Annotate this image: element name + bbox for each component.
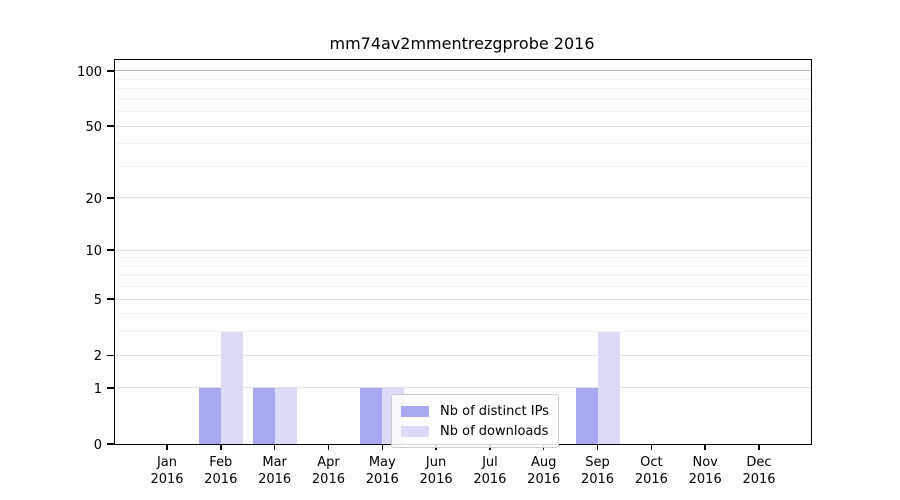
gridline-major-5 [115, 298, 811, 300]
legend-entry-downloads: Nb of downloads [401, 421, 549, 441]
x-tick-label-1: Feb 2016 [204, 455, 238, 487]
legend-label-distinct-ips: Nb of distinct IPs [440, 403, 549, 419]
x-tick-label-3: Apr 2016 [311, 455, 345, 487]
y-tick-label-20: 20 [85, 191, 102, 207]
plot-area: 0 1 2 5 10 20 50 100 Jan 2016 Feb 2016 Mar 2016 Ap… [77, 59, 812, 487]
x-tick-4 [381, 445, 383, 450]
legend: Nb of distinct IPs Nb of downloads [391, 394, 559, 448]
x-tick-label-9: Oct 2016 [634, 455, 668, 487]
x-tick-label-0: Jan 2016 [150, 455, 184, 487]
x-tick-8 [596, 445, 599, 450]
x-tick-9 [650, 445, 653, 450]
gridline-minor-40 [115, 143, 811, 145]
x-tick-label-8: Sep 2016 [580, 455, 615, 487]
gridline-minor-4 [115, 313, 811, 315]
y-tick-2 [107, 354, 114, 356]
x-tick-3 [327, 445, 330, 450]
gridline-minor-7 [115, 275, 811, 277]
y-tick-label-1: 1 [93, 381, 102, 397]
gridline-major-1 [115, 387, 811, 389]
x-tick-label-10: Nov 2016 [688, 455, 722, 487]
bar-ips-feb [198, 387, 221, 444]
chart-title: mm74av2mmentrezgprobe 2016 [329, 34, 595, 53]
y-tick-label-5: 5 [93, 293, 102, 309]
gridline-major-50 [115, 125, 811, 127]
gridline-minor-70 [115, 98, 811, 100]
y-tick-50 [107, 125, 114, 127]
y-tick-10 [107, 249, 114, 251]
gridline-minor-3 [115, 331, 811, 333]
gridline-major-100 [115, 70, 811, 72]
legend-swatch-downloads [401, 425, 429, 437]
x-tick-11 [758, 445, 760, 450]
x-tick-label-7: Aug 2016 [527, 455, 561, 487]
legend-entry-distinct-ips: Nb of distinct IPs [401, 401, 549, 421]
gridline-minor-90 [115, 78, 811, 80]
bar-ips-sep [575, 387, 598, 444]
gridline-minor-80 [115, 88, 811, 90]
gridline-major-20 [115, 197, 811, 199]
y-tick-label-100: 100 [77, 64, 102, 80]
x-tick-1 [220, 445, 222, 450]
x-tick-label-4: May 2016 [365, 455, 399, 487]
y-tick-5 [107, 298, 114, 300]
bar-downloads-mar [274, 387, 297, 444]
gridline-minor-9 [115, 257, 811, 259]
gridline-major-10 [115, 249, 811, 251]
x-tick-label-11: Dec 2016 [742, 455, 776, 487]
bar-downloads-sep [597, 331, 620, 444]
legend-swatch-distinct-ips [401, 405, 429, 417]
x-tick-label-5: Jun 2016 [419, 455, 453, 487]
x-tick-label-2: Mar 2016 [258, 455, 292, 487]
gridline-minor-30 [115, 165, 811, 167]
bar-ips-mar [252, 387, 275, 444]
y-tick-label-0: 0 [93, 438, 102, 453]
gridline-minor-6 [115, 286, 811, 288]
gridline-minor-8 [115, 265, 811, 267]
y-tick-0 [107, 443, 114, 445]
y-tick-label-50: 50 [85, 120, 102, 136]
y-tick-20 [107, 197, 114, 199]
x-tick-0 [166, 445, 168, 450]
y-tick-label-10: 10 [85, 244, 102, 260]
x-tick-10 [704, 445, 706, 450]
bar-downloads-feb [220, 331, 243, 444]
y-tick-label-2: 2 [93, 349, 102, 365]
y-tick-1 [107, 387, 114, 389]
gridline-minor-60 [115, 111, 811, 113]
bar-ips-may [360, 387, 383, 444]
y-tick-100 [107, 70, 114, 72]
gridline-major-2 [115, 354, 811, 356]
legend-label-downloads: Nb of downloads [440, 423, 549, 439]
x-tick-label-6: Jul 2016 [473, 455, 507, 487]
x-tick-2 [273, 445, 276, 450]
